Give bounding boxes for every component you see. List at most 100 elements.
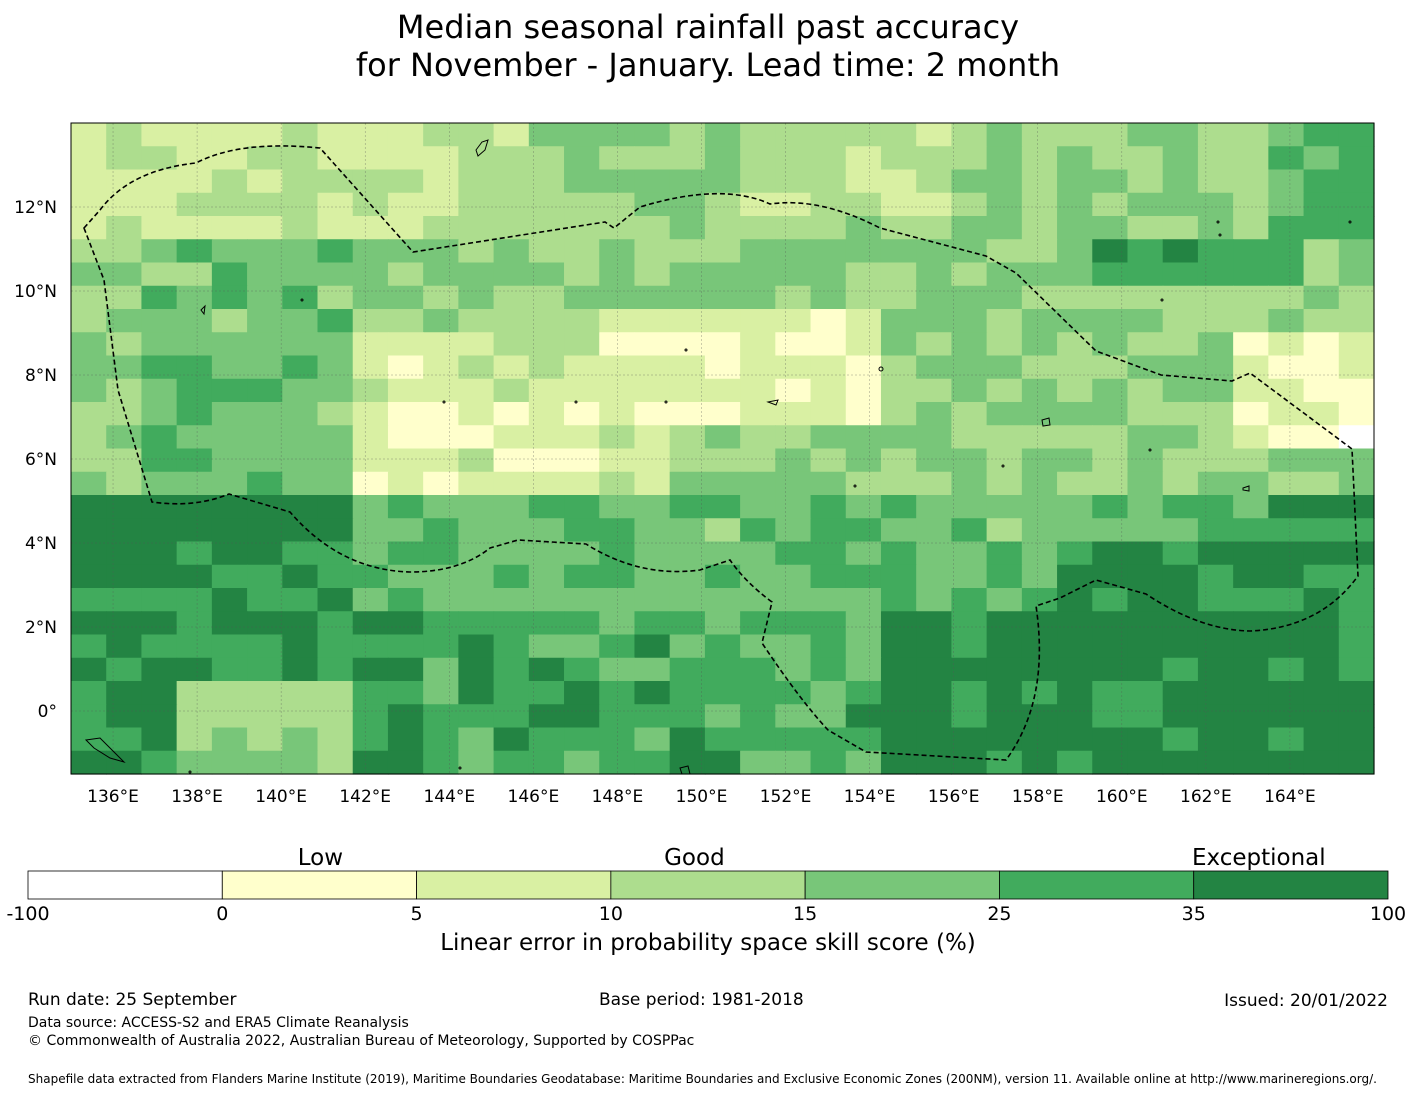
grid-cell — [1268, 518, 1305, 543]
grid-cell — [775, 448, 812, 473]
grid-cell — [247, 378, 283, 403]
grid-cell — [317, 588, 354, 612]
grid-cell — [493, 378, 530, 403]
grid-cell — [211, 425, 248, 450]
grid-cell — [1268, 704, 1305, 729]
grid-cell — [564, 750, 600, 775]
grid-cell — [634, 704, 671, 729]
grid-cell — [1127, 704, 1164, 729]
grid-cell — [528, 169, 565, 194]
grid-cell — [1092, 169, 1129, 194]
grid-cell — [1197, 169, 1234, 194]
grid-cell — [1197, 402, 1234, 426]
grid-cell — [986, 192, 1023, 217]
grid-cell — [740, 169, 776, 194]
colorbar-category-label: Good — [664, 845, 725, 871]
grid-cell — [1303, 239, 1340, 264]
grid-cell — [71, 471, 107, 496]
grid-cell — [704, 541, 741, 566]
grid-cell — [916, 402, 953, 426]
colorbar-segment — [27, 870, 223, 900]
grid-cell — [528, 192, 565, 217]
grid-cell — [458, 727, 495, 752]
grid-cell — [916, 285, 953, 310]
grid-cell — [317, 216, 354, 240]
grid-cell — [1338, 727, 1375, 752]
grid-cell — [599, 146, 636, 171]
grid-cell — [1057, 309, 1093, 333]
grid-cell — [775, 727, 812, 752]
grid-cell — [1092, 588, 1129, 612]
shapefile-credit: Shapefile data extracted from Flanders M… — [28, 1072, 1377, 1086]
grid-cell — [1303, 564, 1340, 589]
grid-cell — [317, 657, 354, 682]
grid-cell — [810, 727, 847, 752]
grid-cell — [1303, 262, 1340, 287]
grid-cell — [880, 169, 917, 194]
grid-cell — [71, 588, 107, 612]
grid-cell — [599, 448, 636, 473]
grid-cell — [493, 471, 530, 496]
grid-cell — [740, 495, 776, 519]
grid-cell — [387, 425, 424, 450]
grid-cell — [247, 448, 283, 473]
grid-cell — [951, 378, 988, 403]
grid-cell — [775, 681, 812, 705]
grid-cell — [951, 448, 988, 473]
grid-cell — [423, 378, 459, 403]
grid-cell — [1092, 471, 1129, 496]
grid-cell — [1338, 495, 1375, 519]
grid-cell — [986, 402, 1023, 426]
grid-cell — [880, 402, 917, 426]
grid-cell — [951, 262, 988, 287]
grid-cell — [1057, 332, 1093, 357]
grid-cell — [458, 355, 495, 380]
grid-cell — [176, 123, 213, 147]
grid-cell — [880, 704, 917, 729]
grid-cell — [1127, 378, 1164, 403]
grid-cell — [1338, 332, 1375, 357]
grid-cell — [740, 471, 776, 496]
grid-cell — [387, 727, 424, 752]
grid-cell — [775, 378, 812, 403]
grid-cell — [387, 657, 424, 682]
grid-cell — [106, 657, 143, 682]
grid-cell — [317, 332, 354, 357]
grid-cell — [845, 355, 882, 380]
grid-cell — [1057, 192, 1093, 217]
grid-cell — [528, 564, 565, 589]
grid-cell — [528, 239, 565, 264]
grid-cell — [564, 355, 600, 380]
grid-cell — [916, 681, 953, 705]
grid-cell — [387, 448, 424, 473]
grid-cell — [845, 657, 882, 682]
grid-cell — [528, 704, 565, 729]
grid-cell — [704, 285, 741, 310]
grid-cell — [740, 309, 776, 333]
grid-cell — [669, 402, 706, 426]
grid-cell — [1057, 425, 1093, 450]
grid-cell — [317, 750, 354, 775]
grid-cell — [880, 681, 917, 705]
grid-cell — [71, 192, 107, 217]
grid-cell — [106, 704, 143, 729]
grid-cell — [423, 681, 459, 705]
grid-cell — [1338, 425, 1375, 450]
grid-cell — [71, 169, 107, 194]
grid-cell — [528, 332, 565, 357]
grid-cell — [1162, 750, 1199, 775]
grid-cell — [916, 471, 953, 496]
grid-cell — [740, 192, 776, 217]
grid-cell — [141, 402, 178, 426]
grid-cell — [986, 727, 1023, 752]
grid-cell — [1303, 355, 1340, 380]
grid-cell — [1338, 402, 1375, 426]
grid-cell — [669, 657, 706, 682]
grid-cell — [141, 169, 178, 194]
grid-cell — [669, 727, 706, 752]
grid-cell — [282, 471, 319, 496]
grid-cell — [1338, 192, 1375, 217]
grid-cell — [247, 146, 283, 171]
grid-cell — [211, 681, 248, 705]
colorbar-tick-label: 25 — [987, 903, 1011, 925]
